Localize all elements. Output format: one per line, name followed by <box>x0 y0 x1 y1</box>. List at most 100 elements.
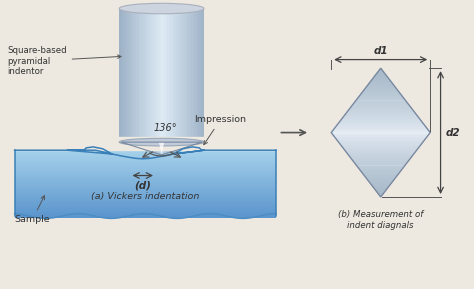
Polygon shape <box>124 142 162 155</box>
Bar <box>354 103 408 104</box>
Ellipse shape <box>119 138 204 146</box>
Bar <box>15 184 276 185</box>
Bar <box>15 204 276 205</box>
Bar <box>15 151 276 152</box>
Polygon shape <box>162 142 187 155</box>
Polygon shape <box>162 142 198 155</box>
Text: Square-based
pyramidal
indentor: Square-based pyramidal indentor <box>7 46 121 76</box>
Bar <box>139 9 140 142</box>
Polygon shape <box>136 142 162 155</box>
Bar <box>341 144 420 146</box>
Bar <box>15 206 276 207</box>
Bar <box>365 175 397 177</box>
Bar <box>370 181 392 183</box>
Bar <box>355 101 407 103</box>
Polygon shape <box>162 142 175 155</box>
Polygon shape <box>162 142 179 155</box>
Bar <box>150 9 152 142</box>
Polygon shape <box>162 142 200 155</box>
Bar <box>149 9 150 142</box>
Bar <box>153 9 155 142</box>
Bar <box>164 9 166 142</box>
Text: Impression: Impression <box>194 115 246 144</box>
Bar <box>15 207 276 208</box>
Bar <box>355 162 407 164</box>
Bar <box>15 183 276 184</box>
Bar <box>350 156 411 158</box>
Bar <box>15 177 276 178</box>
Bar <box>15 170 276 171</box>
Bar <box>376 190 386 191</box>
Bar <box>189 9 190 142</box>
Bar <box>348 109 413 111</box>
Bar <box>15 215 276 216</box>
Bar <box>334 135 428 137</box>
Bar <box>15 195 276 196</box>
Bar <box>15 159 276 160</box>
Bar <box>172 9 173 142</box>
Bar <box>378 71 383 72</box>
Polygon shape <box>162 142 181 155</box>
Bar <box>142 9 143 142</box>
Bar <box>163 9 164 142</box>
Bar <box>347 153 414 154</box>
Polygon shape <box>135 142 162 155</box>
Bar <box>346 151 415 153</box>
Bar <box>380 69 382 71</box>
Bar <box>361 93 401 95</box>
Bar <box>15 161 276 162</box>
Bar <box>143 9 145 142</box>
Bar <box>132 9 133 142</box>
Bar <box>15 203 276 204</box>
Polygon shape <box>122 142 162 155</box>
Polygon shape <box>162 142 202 155</box>
Bar <box>337 124 424 125</box>
Polygon shape <box>151 142 162 155</box>
Bar <box>378 193 383 194</box>
Polygon shape <box>162 142 164 155</box>
Polygon shape <box>143 142 162 155</box>
Bar <box>15 164 276 165</box>
Bar <box>15 216 276 217</box>
Bar <box>15 205 276 206</box>
Bar <box>336 138 425 140</box>
Bar <box>170 9 172 142</box>
Polygon shape <box>155 142 162 155</box>
Bar <box>15 208 276 209</box>
Polygon shape <box>162 142 168 155</box>
Bar <box>166 9 167 142</box>
Bar <box>331 132 430 134</box>
Bar <box>197 9 199 142</box>
Bar <box>15 171 276 172</box>
Bar <box>15 182 276 183</box>
Bar <box>341 119 420 121</box>
Bar <box>364 174 398 175</box>
Bar <box>167 9 169 142</box>
Bar <box>340 143 421 145</box>
Bar <box>336 125 425 127</box>
Polygon shape <box>125 142 162 155</box>
Polygon shape <box>121 142 162 155</box>
Text: 136°: 136° <box>154 123 177 133</box>
Bar <box>352 159 409 161</box>
Bar <box>342 146 419 148</box>
Bar <box>15 185 276 186</box>
Bar <box>340 121 421 122</box>
Polygon shape <box>127 142 162 155</box>
Bar <box>377 72 384 74</box>
Bar <box>128 9 129 142</box>
Bar <box>136 9 137 142</box>
Bar <box>15 201 276 202</box>
Bar <box>345 149 417 151</box>
Text: (d): (d) <box>134 180 151 190</box>
Bar <box>368 84 393 85</box>
Polygon shape <box>162 142 197 155</box>
Bar <box>15 210 276 211</box>
Bar <box>126 9 128 142</box>
Bar <box>356 99 405 101</box>
Polygon shape <box>162 142 171 155</box>
Bar <box>194 9 196 142</box>
Bar <box>137 9 139 142</box>
Text: (a) Vickers indentation: (a) Vickers indentation <box>91 192 199 201</box>
Bar <box>174 9 176 142</box>
